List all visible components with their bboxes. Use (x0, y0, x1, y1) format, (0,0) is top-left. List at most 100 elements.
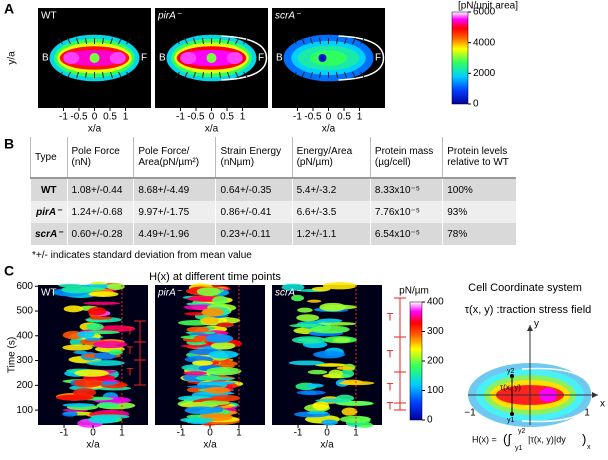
panel-label: A (4, 1, 14, 17)
kymograph-blob (205, 381, 237, 385)
kymograph-blob (88, 316, 113, 320)
kymograph-blob (339, 369, 355, 378)
kymograph-blob (339, 415, 371, 423)
colorbar-tick-label: 0 (427, 415, 433, 426)
center-spot (318, 54, 327, 62)
formula-integrand: |τ(x, y)|dy (528, 434, 566, 444)
kymograph-blob (86, 323, 104, 331)
table-row: pirA⁻ 1.24+/-0.68 9.97+/-1.75 0.86+/-0.41 6.… (30, 201, 516, 223)
x-tick-label: -0.5 (70, 112, 88, 123)
data-table: Type Pole Force (nN) Pole Force/ Area(pN/µ… (30, 137, 516, 245)
x-tick-label: 1 (357, 112, 363, 123)
heatmap-contour (309, 50, 348, 66)
force-arrow (102, 71, 104, 79)
table-cell: 1.24+/-0.68 (66, 201, 134, 223)
table-cell: 93% (442, 201, 516, 223)
kymograph (52, 281, 136, 428)
table-row: scrA⁻ 0.60+/-0.28 4.49+/-1.96 0.23+/-0.11 1.… (30, 223, 516, 245)
y-axis-label: y (534, 319, 539, 330)
x-tick-label: 0 (207, 428, 213, 439)
force-arrow (126, 37, 131, 45)
formula-subscript: x (587, 444, 591, 451)
colorbar-tick-label: 0 (473, 99, 479, 110)
table-cell: 0.64+/-0.35 (215, 178, 293, 201)
force-arrow (360, 71, 365, 79)
force-arrow (118, 37, 122, 45)
kymograph-blob (307, 299, 322, 303)
kymograph-blob (69, 337, 85, 347)
force-arrow (310, 71, 313, 79)
hotspot (63, 52, 80, 64)
x-tick-label: 0 (92, 112, 98, 123)
x-axis-label: x/a (203, 440, 217, 451)
force-arrow (175, 71, 180, 79)
kymograph-blob (216, 322, 235, 328)
image-label: WT (41, 288, 57, 299)
period-label: T (387, 381, 394, 393)
kymograph-blob (74, 369, 109, 377)
integration-point (510, 412, 514, 416)
header-cell: Strain Energy (nNµm) (215, 137, 293, 179)
formula-open: (∫ (503, 431, 512, 446)
kymograph-blob (289, 323, 323, 328)
arrowhead (527, 325, 533, 331)
table-row: WT 1.08+/-0.44 8.68+/-4.49 0.64+/-0.35 5.4+/… (30, 178, 516, 201)
period-label: T (387, 311, 394, 323)
kymograph (177, 283, 244, 426)
formula-lhs: H(x) = (472, 434, 497, 444)
kymograph-blob (322, 304, 358, 310)
colorbar-tick-label: 300 (427, 326, 444, 337)
kymograph-blob (208, 350, 239, 359)
table-cell: WT (30, 178, 68, 201)
y-tick-label: 500 (16, 306, 33, 317)
kymograph-blob (85, 337, 101, 341)
kymograph-blob (296, 314, 320, 322)
colorbar-tick-label: 2000 (473, 68, 496, 79)
header-cell: Energy/Area (pN/µm) (291, 137, 371, 179)
panel-title: H(x) at different time points (149, 271, 281, 283)
x-axis-label: x (600, 399, 605, 410)
force-arrow (292, 37, 297, 45)
kymograph-blob (206, 367, 242, 376)
image-label: scrA⁻ (275, 11, 301, 22)
force-arrow (352, 71, 356, 79)
kymograph-blob (63, 305, 84, 313)
kymograph-blob (86, 360, 125, 366)
colorbar-tick-label: 4000 (473, 37, 496, 48)
diagram-title: Cell Coordinate system (468, 282, 582, 294)
panel-label: C (4, 263, 14, 279)
arrowhead (592, 392, 598, 398)
panel-label: B (4, 136, 14, 152)
x-tick-label: -1 (60, 428, 69, 439)
kymograph-blob (62, 344, 93, 351)
kymograph-blob (186, 326, 210, 333)
period-label: T (387, 348, 394, 360)
force-arrow (243, 71, 248, 79)
y-axis-label: y/a (7, 51, 18, 65)
period-label: T (127, 366, 134, 378)
x-tick-label: 1 (236, 428, 242, 439)
kymograph-blob (72, 388, 97, 397)
colorbar (409, 301, 423, 421)
kymograph-blob (200, 316, 219, 325)
kymograph-blob (311, 286, 331, 292)
kymograph-blob (196, 287, 222, 297)
kymograph-blob (106, 283, 125, 291)
image-label: pirA⁻ (157, 11, 182, 22)
front-label: F (375, 53, 381, 64)
kymograph-blob (328, 369, 343, 379)
colorbar (451, 11, 469, 105)
back-label: B (159, 53, 166, 64)
x-tick-label: 0 (326, 112, 332, 123)
table-cell: 78% (442, 223, 516, 245)
hotspot (180, 52, 197, 64)
x-axis-label: x/a (86, 440, 100, 451)
force-arrow (292, 71, 297, 79)
table-cell: 6.6+/-3.5 (291, 201, 371, 223)
kymograph-blob (195, 375, 222, 381)
table-cell: pirA⁻ (30, 201, 68, 223)
center-spot (206, 53, 217, 63)
table-cell: 0.86+/-0.41 (215, 201, 293, 223)
kymograph-blob (192, 360, 214, 366)
force-arrow (336, 37, 338, 45)
